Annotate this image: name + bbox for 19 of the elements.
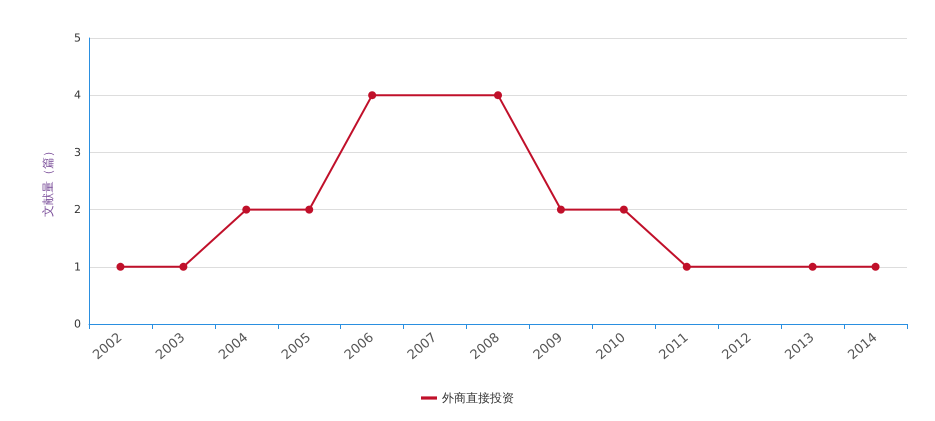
point — [368, 91, 376, 100]
y-axis-title: 文献量（篇） — [41, 145, 55, 217]
point — [179, 262, 188, 271]
point — [808, 262, 817, 271]
y-tick-label: 1 — [74, 260, 81, 274]
point — [494, 91, 502, 100]
legend-label: 外商直接投资 — [442, 391, 514, 405]
y-tick-label: 4 — [74, 88, 81, 102]
point — [556, 206, 565, 214]
point — [305, 206, 314, 214]
point — [872, 262, 880, 271]
point — [682, 262, 691, 271]
y-tick-label: 5 — [74, 32, 81, 44]
y-tick-label: 3 — [74, 146, 81, 159]
point — [242, 206, 250, 214]
point — [620, 206, 628, 214]
y-tick-label: 0 — [74, 318, 81, 330]
point — [116, 262, 124, 271]
y-tick-label: 2 — [74, 203, 81, 216]
